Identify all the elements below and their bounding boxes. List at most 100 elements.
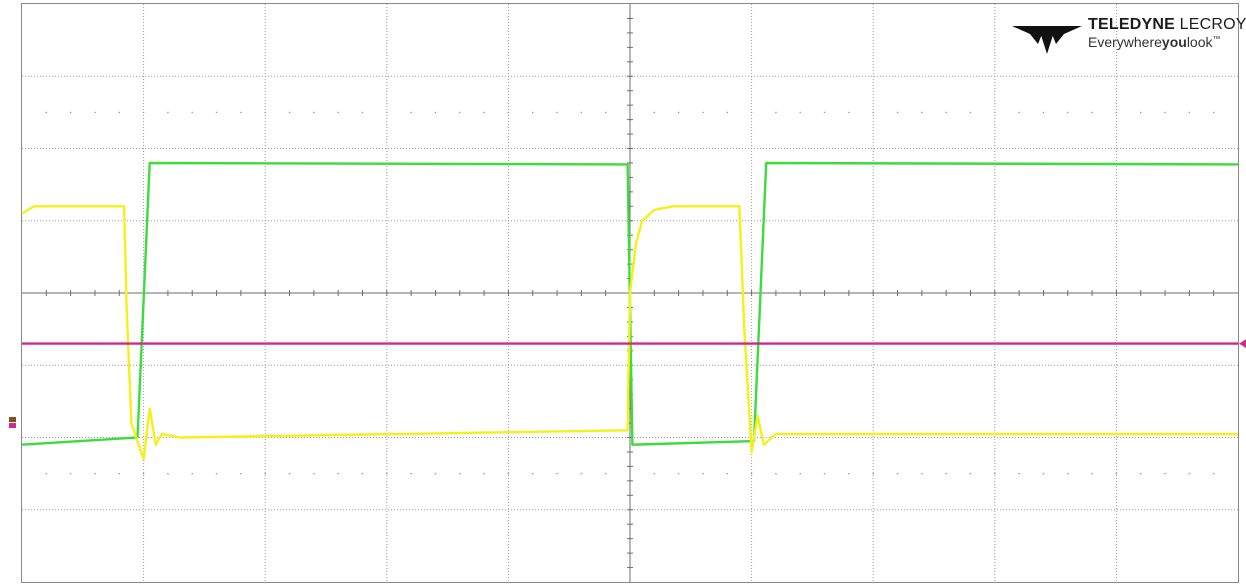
grid-dot [118,112,120,114]
grid-dot [824,473,826,475]
grid-dot [1067,112,1069,114]
grid-dot [654,112,656,114]
grid-dot [483,473,485,475]
grid-dot [94,112,96,114]
grid-dot [362,473,364,475]
grid-dot [1043,112,1045,114]
grid-dot [897,473,899,475]
grid-dot [751,473,753,475]
grid-dot [654,473,656,475]
grid-dot [775,473,777,475]
grid-dot [726,112,728,114]
grid-dot [313,112,315,114]
grid-dot [702,473,704,475]
grid-dot [1116,473,1118,475]
grid-dot [751,112,753,114]
channel-marker-left-b [9,423,16,428]
grid-dot [337,473,339,475]
grid-dot [970,112,972,114]
offset-marker-right [1239,339,1246,349]
grid-dot [191,473,193,475]
logo-tag-c: look [1187,34,1213,50]
teledyne-lecroy-logo: TELEDYNE LECROY Everywhereyoulook™ [1012,16,1237,56]
grid-dot [921,473,923,475]
grid-dot [702,112,704,114]
logo-tag-a: Everywhere [1088,34,1162,50]
grid-dot [848,473,850,475]
grid-dot [1091,473,1093,475]
teledyne-emblem-icon [1012,18,1082,54]
grid-dot [483,112,485,114]
grid-dot [1164,473,1166,475]
logo-name-bold: TELEDYNE [1088,16,1175,33]
grid-dot [46,112,48,114]
grid-dot [118,473,120,475]
grid-dot [386,473,388,475]
grid-dot [264,473,266,475]
grid-dot [240,112,242,114]
grid-dot [240,473,242,475]
grid-dot [1213,473,1215,475]
grid-dot [362,112,364,114]
grid-dot [1018,112,1020,114]
grid-dot [508,112,510,114]
grid-dot [70,112,72,114]
grid-dot [605,473,607,475]
grid-dot [289,473,291,475]
grid-dot [532,473,534,475]
grid-dot [581,473,583,475]
grid-dot [994,112,996,114]
grid-dot [1164,112,1166,114]
grid-dot [678,473,680,475]
grid-dot [264,112,266,114]
grid-dot [1067,473,1069,475]
grid-dot [1091,112,1093,114]
grid-dot [726,473,728,475]
grid-dot [921,112,923,114]
grid-dot [629,473,631,475]
grid-dot [872,473,874,475]
grid-dot [824,112,826,114]
grid-dot [435,112,437,114]
grid-dot [556,473,558,475]
logo-tagline: Everywhereyoulook™ [1088,34,1221,50]
grid-dot [605,112,607,114]
grid-dot [1043,473,1045,475]
grid-dot [508,473,510,475]
logo-tag-b: you [1162,34,1187,50]
grid-dot [167,112,169,114]
logo-wordmark: TELEDYNE LECROY [1088,16,1246,34]
logo-name-light: LECROY [1180,16,1246,33]
grid-dot [410,473,412,475]
grid-dot [678,112,680,114]
grid-dot [799,112,801,114]
grid-dot [945,473,947,475]
grid-dot [1213,112,1215,114]
grid-dot [143,112,145,114]
grid-dot [872,112,874,114]
grid-dot [970,473,972,475]
grid-dot [799,473,801,475]
grid-dot [1116,112,1118,114]
grid-dot [1189,473,1191,475]
grid-dot [532,112,534,114]
grid-dot [289,112,291,114]
grid-dot [459,112,461,114]
grid-dot [994,473,996,475]
grid-dot [435,473,437,475]
grid-dot [1140,473,1142,475]
grid-dot [313,473,315,475]
channel-marker-left-a [9,417,16,422]
grid-dot [191,112,193,114]
grid-dot [216,473,218,475]
logo-tm: ™ [1213,34,1221,43]
grid-dot [848,112,850,114]
grid-dot [216,112,218,114]
grid-dot [410,112,412,114]
grid-dot [945,112,947,114]
grid-dot [46,473,48,475]
grid-dot [629,112,631,114]
grid-dot [897,112,899,114]
grid-dot [167,473,169,475]
